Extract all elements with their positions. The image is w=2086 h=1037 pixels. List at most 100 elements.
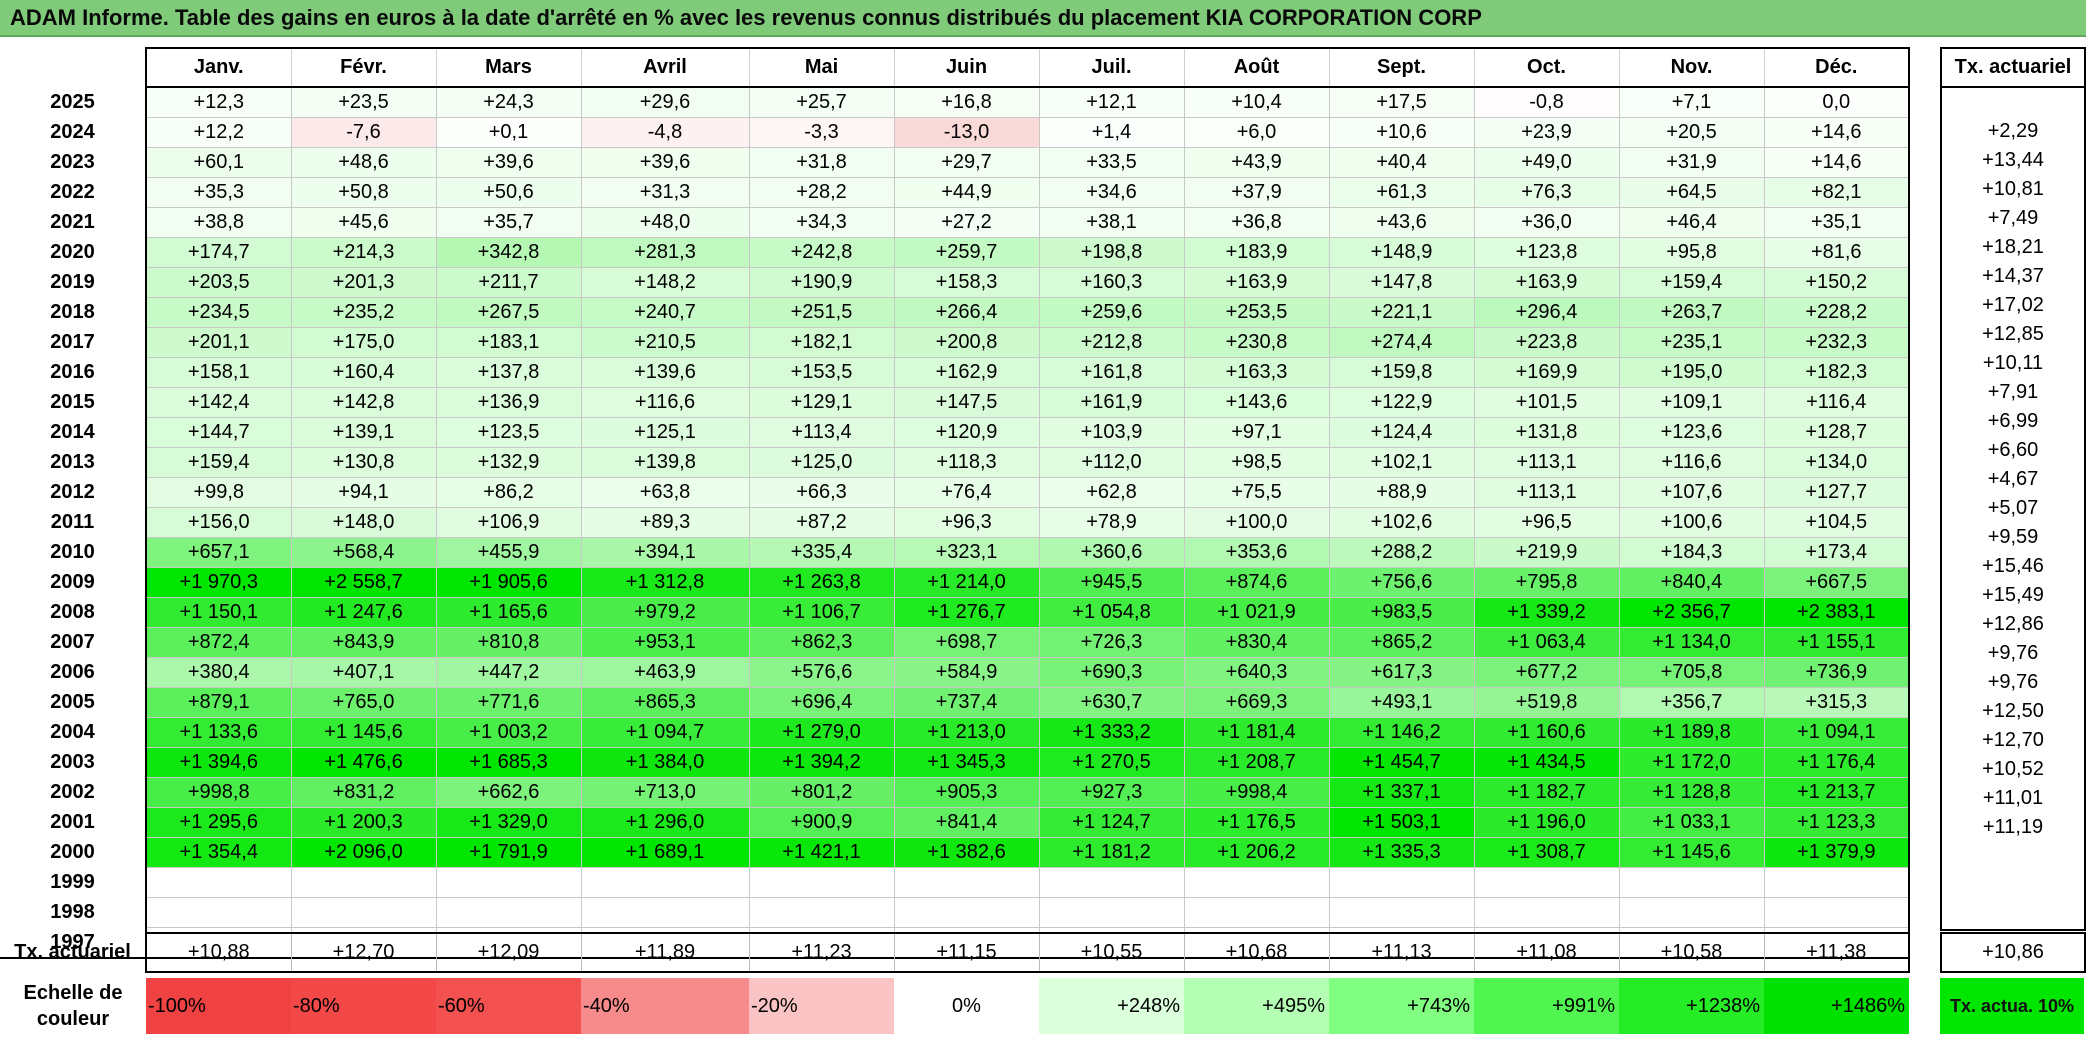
gain-cell: +12,1 — [1038, 86, 1185, 118]
gain-cell: +1 339,2 — [1473, 597, 1620, 628]
year-row: 2000 +1 354,4 +2 096,0 +1 791,9 +1 689,1 +1 4… — [0, 837, 1910, 868]
gain-cell: +998,8 — [145, 777, 292, 808]
gain-cell: +101,5 — [1473, 387, 1620, 418]
gain-cell: +251,5 — [748, 297, 895, 328]
gain-cell: +1 033,1 — [1618, 807, 1765, 838]
gain-cell: +353,6 — [1183, 537, 1330, 568]
gain-cell: +1 384,0 — [580, 747, 750, 778]
footer-month-value: +11,23 — [748, 932, 895, 973]
gain-cell: +175,0 — [290, 327, 437, 358]
tx-actuariel-value: +10,52 — [1940, 755, 2086, 784]
tx-actuariel-value: +14,37 — [1940, 262, 2086, 291]
tx-actuariel-value: +11,01 — [1940, 784, 2086, 813]
gain-cell: +76,3 — [1473, 177, 1620, 208]
gain-cell: +96,3 — [893, 507, 1040, 538]
scale-swatch: +991% — [1474, 978, 1619, 1034]
year-label: 2015 — [0, 387, 147, 418]
tx-actuariel-value: +15,46 — [1940, 552, 2086, 581]
gain-cell: +147,8 — [1328, 267, 1475, 298]
gain-cell: +736,9 — [1763, 657, 1910, 688]
footer-month-value: +12,70 — [290, 932, 437, 973]
gain-cell: +66,3 — [748, 477, 895, 508]
gain-cell: +113,4 — [748, 417, 895, 448]
gain-cell: +323,1 — [893, 537, 1040, 568]
gain-cell: +62,8 — [1038, 477, 1185, 508]
gain-cell: +139,8 — [580, 447, 750, 478]
gain-cell: +122,9 — [1328, 387, 1475, 418]
gain-cell: +983,5 — [1328, 597, 1475, 628]
gain-cell: +20,5 — [1618, 117, 1765, 148]
gain-cell: +203,5 — [145, 267, 292, 298]
page-title: ADAM Informe. Table des gains en euros à… — [10, 4, 1482, 30]
gain-cell: +705,8 — [1618, 657, 1765, 688]
gain-cell: +235,1 — [1618, 327, 1765, 358]
gain-cell: +840,4 — [1618, 567, 1765, 598]
gain-cell: +134,0 — [1763, 447, 1910, 478]
gain-cell: +2 383,1 — [1763, 597, 1910, 628]
gain-cell: +39,6 — [580, 147, 750, 178]
gain-cell: +144,7 — [145, 417, 292, 448]
year-row: 2022 +35,3 +50,8 +50,6 +31,3 +28,2 +44,9 +34,6 +… — [0, 177, 1910, 208]
gain-cell: +1 335,3 — [1328, 837, 1475, 868]
gain-cell: +1 279,0 — [748, 717, 895, 748]
gain-cell: +103,9 — [1038, 417, 1185, 448]
gain-cell: +78,9 — [1038, 507, 1185, 538]
gain-cell: +161,8 — [1038, 357, 1185, 388]
gain-cell: +118,3 — [893, 447, 1040, 478]
gain-cell: +163,9 — [1183, 267, 1330, 298]
year-row: 2014 +144,7 +139,1 +123,5 +125,1 +113,4 +120,9… — [0, 417, 1910, 448]
tx-actuariel-value: +17,02 — [1940, 291, 2086, 320]
gain-cell: +86,2 — [435, 477, 582, 508]
gain-cell: +116,6 — [580, 387, 750, 418]
gain-cell: +31,3 — [580, 177, 750, 208]
gain-cell: -3,3 — [748, 117, 895, 148]
tx-actuariel-value: +10,81 — [1940, 175, 2086, 204]
gain-cell: +2 558,7 — [290, 567, 437, 598]
gain-cell: +125,0 — [748, 447, 895, 478]
gain-cell: +124,4 — [1328, 417, 1475, 448]
gain-cell: +142,4 — [145, 387, 292, 418]
gain-cell: +263,7 — [1618, 297, 1765, 328]
gain-cell: +1 247,6 — [290, 597, 437, 628]
tx-actuariel-value: +9,76 — [1940, 639, 2086, 668]
gain-cell: +407,1 — [290, 657, 437, 688]
gain-cell: +274,4 — [1328, 327, 1475, 358]
gain-cell: +159,4 — [1618, 267, 1765, 298]
gain-cell: +1 308,7 — [1473, 837, 1620, 868]
gain-cell: +1 394,6 — [145, 747, 292, 778]
footer-month-value: +11,13 — [1328, 932, 1475, 973]
gain-cell: +900,9 — [748, 807, 895, 838]
footer-total-table: +10,86 — [1940, 932, 2086, 973]
gain-cell: +756,6 — [1328, 567, 1475, 598]
gain-cell: +104,5 — [1763, 507, 1910, 538]
gain-cell: +33,5 — [1038, 147, 1185, 178]
gain-cell: +99,8 — [145, 477, 292, 508]
gain-cell: +1 054,8 — [1038, 597, 1185, 628]
year-row: 2007 +872,4 +843,9 +810,8 +953,1 +862,3 +698,7… — [0, 627, 1910, 658]
gain-cell: +1 094,1 — [1763, 717, 1910, 748]
gain-cell: +696,4 — [748, 687, 895, 718]
year-label: 2019 — [0, 267, 147, 298]
gain-cell: +455,9 — [435, 537, 582, 568]
gain-cell: +169,9 — [1473, 357, 1620, 388]
gain-cell: +1 270,5 — [1038, 747, 1185, 778]
gain-cell: +64,5 — [1618, 177, 1765, 208]
gain-cell: +120,9 — [893, 417, 1040, 448]
gain-cell: +662,6 — [435, 777, 582, 808]
tx-actuariel-value: +7,91 — [1940, 378, 2086, 407]
gain-cell — [893, 897, 1040, 928]
gain-cell — [1473, 867, 1620, 898]
year-label: 1999 — [0, 867, 147, 898]
gain-cell: +10,4 — [1183, 86, 1330, 118]
gain-cell: +234,5 — [145, 297, 292, 328]
gain-cell: +39,6 — [435, 147, 582, 178]
gain-cell: +29,6 — [580, 86, 750, 118]
gain-cell: +36,8 — [1183, 207, 1330, 238]
year-row: 2019 +203,5 +201,3 +211,7 +148,2 +190,9 +158,3… — [0, 267, 1910, 298]
scale-label: Echelle de couleur — [23, 982, 123, 1030]
gain-cell: +810,8 — [435, 627, 582, 658]
year-label: 2018 — [0, 297, 147, 328]
gain-cell: +1 970,3 — [145, 567, 292, 598]
year-label: 2017 — [0, 327, 147, 358]
gain-cell: +125,1 — [580, 417, 750, 448]
